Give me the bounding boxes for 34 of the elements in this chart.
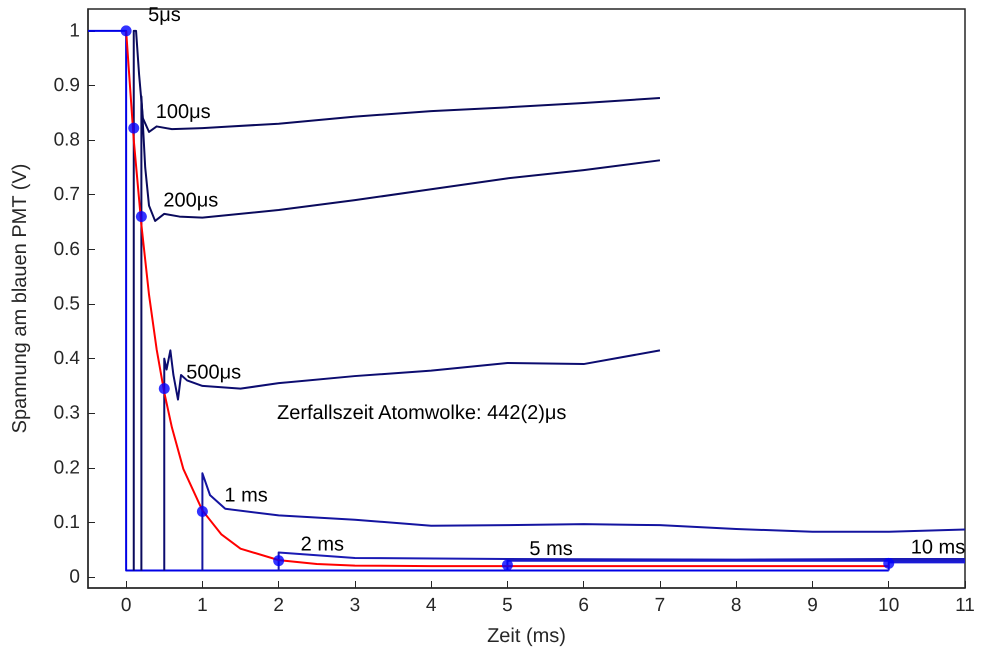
annotation: 5μs	[148, 4, 181, 26]
annotation: 5 ms	[529, 538, 573, 560]
y-tick-label: 0.1	[54, 512, 80, 533]
annotation: 2 ms	[300, 534, 344, 556]
annotation: 1 ms	[224, 484, 268, 507]
x-tick-label: 2	[273, 595, 284, 616]
y-tick-label: 0.3	[54, 402, 80, 424]
y-tick-label: 0.5	[54, 293, 80, 314]
x-tick-label: 7	[654, 595, 666, 616]
y-tick-label: 0.8	[54, 130, 80, 151]
annotation: Zerfallszeit Atomwolke: 442(2)μs	[277, 402, 566, 424]
x-tick-label: 8	[730, 595, 742, 616]
x-tick-label: 3	[350, 595, 360, 616]
annotation: 10 ms	[910, 536, 966, 558]
x-tick-label: 4	[426, 595, 437, 616]
x-tick-label: 1	[197, 595, 208, 616]
y-tick-label: 0.4	[54, 348, 80, 370]
y-tick-label: 1	[69, 20, 80, 42]
y-tick-label: 0.6	[54, 238, 80, 260]
x-tick-label: 9	[807, 595, 818, 616]
annotation: 500μs	[186, 362, 242, 384]
y-tick-label: 0	[69, 566, 80, 588]
y-tick-label: 0.9	[54, 74, 80, 96]
y-axis-title: Spannung am blauen PMT (V)	[9, 164, 31, 434]
annotation: 100μs	[156, 101, 211, 124]
x-tick-label: 6	[578, 595, 589, 616]
annotation: 200μs	[163, 190, 218, 212]
x-tick-label: 10	[878, 595, 900, 616]
y-tick-label: 0.2	[54, 457, 80, 478]
x-axis-title: Zeit (ms)	[487, 625, 566, 647]
x-tick-label: 11	[955, 595, 975, 616]
x-tick-label: 5	[502, 595, 513, 616]
y-tick-label: 0.7	[54, 184, 80, 206]
x-tick-label: 0	[120, 595, 132, 616]
